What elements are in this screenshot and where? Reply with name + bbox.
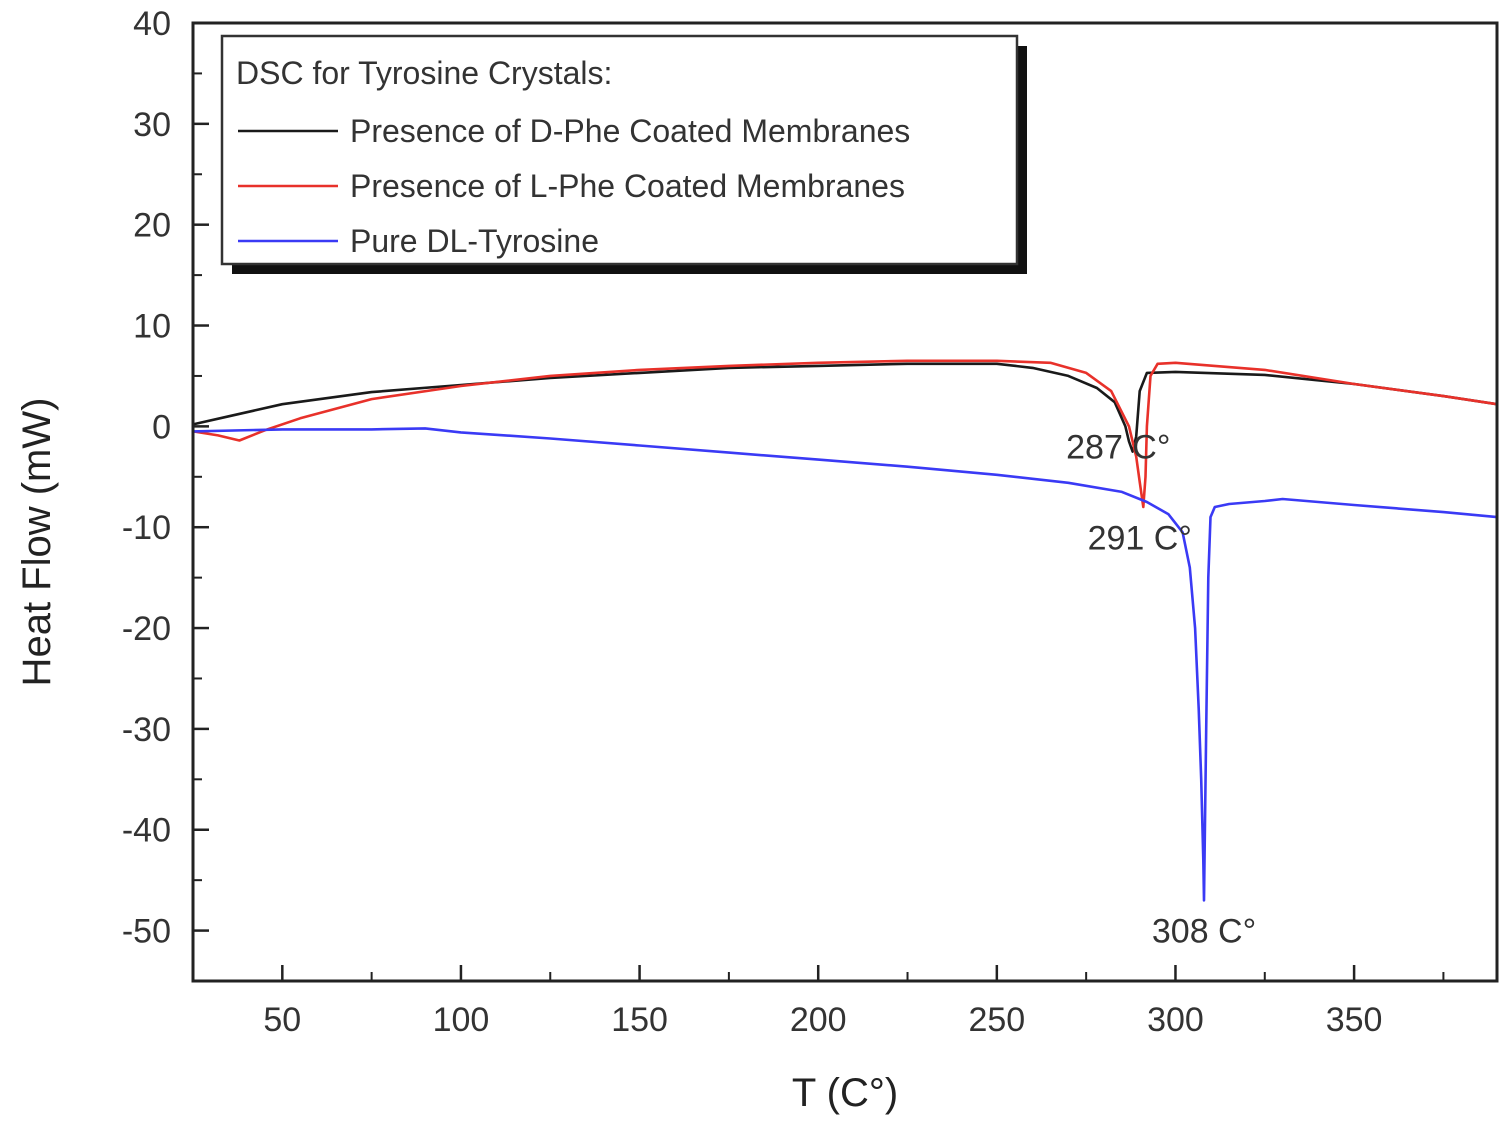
y-tick-label: -20 xyxy=(122,610,171,648)
y-tick-label: -30 xyxy=(122,711,171,749)
peak-annotation: 287 C° xyxy=(1066,429,1170,467)
y-tick-label: -50 xyxy=(122,913,171,951)
y-tick-label: 10 xyxy=(133,308,171,346)
y-axis-title: Heat Flow (mW) xyxy=(15,398,59,687)
legend-title: DSC for Tyrosine Crystals: xyxy=(236,55,612,91)
y-tick-label: 30 xyxy=(133,106,171,144)
y-axis: 40 30 20 10 0 -10 -20 -30 -40 -50 xyxy=(122,5,209,951)
y-tick-label: 20 xyxy=(133,207,171,245)
x-tick-label: 50 xyxy=(263,1001,301,1039)
y-tick-label: -10 xyxy=(122,509,171,547)
x-axis: 50 100 150 200 250 300 350 xyxy=(192,965,1445,1039)
y-tick-label: -40 xyxy=(122,812,171,850)
series-line xyxy=(192,359,1498,509)
peak-annotation: 308 C° xyxy=(1152,913,1256,951)
legend-items: Presence of D-Phe Coated Membranes Presen… xyxy=(238,113,910,259)
series-line xyxy=(192,427,1498,902)
y-tick-label: 0 xyxy=(152,408,171,446)
y-tick-label: 40 xyxy=(133,5,171,43)
plot-lines xyxy=(192,359,1498,902)
legend-entry: Pure DL-Tyrosine xyxy=(350,223,599,259)
x-tick-label: 100 xyxy=(433,1001,490,1039)
peak-annotation: 291 C° xyxy=(1088,519,1192,557)
x-tick-label: 200 xyxy=(790,1001,847,1039)
x-tick-label: 300 xyxy=(1147,1001,1204,1039)
legend: DSC for Tyrosine Crystals: Presence of D… xyxy=(220,34,1027,274)
x-tick-label: 250 xyxy=(968,1001,1025,1039)
legend-box xyxy=(220,34,1019,266)
x-tick-label: 150 xyxy=(611,1001,668,1039)
x-axis-title: T (C°) xyxy=(792,1071,898,1115)
legend-entry: Presence of L-Phe Coated Membranes xyxy=(350,168,905,204)
plot-frame xyxy=(191,21,1499,983)
annotations: 287 C° 291 C° 308 C° xyxy=(1066,429,1256,951)
x-tick-label: 350 xyxy=(1326,1001,1383,1039)
legend-entry: Presence of D-Phe Coated Membranes xyxy=(350,113,910,149)
